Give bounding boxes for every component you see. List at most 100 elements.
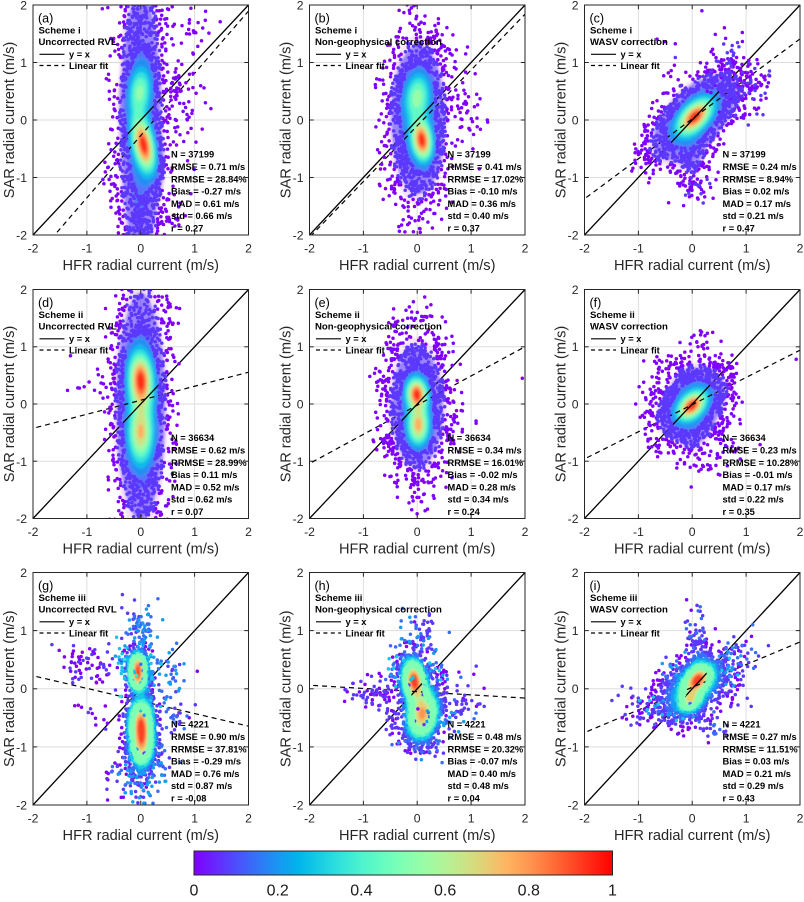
- svg-text:SAR radial current (m/s): SAR radial current (m/s): [554, 611, 570, 768]
- svg-text:RRMSE = 20.32%: RRMSE = 20.32%: [448, 744, 524, 754]
- svg-text:RMSE = 0.48 m/s: RMSE = 0.48 m/s: [448, 732, 522, 742]
- svg-text:HFR radial current (m/s): HFR radial current (m/s): [63, 258, 220, 274]
- svg-text:RRMSE = 8.94%: RRMSE = 8.94%: [723, 174, 794, 184]
- svg-text:(g): (g): [38, 579, 53, 593]
- svg-text:2: 2: [572, 0, 579, 13]
- svg-text:std = 0.40 m/s: std = 0.40 m/s: [448, 211, 509, 221]
- svg-text:HFR radial current (m/s): HFR radial current (m/s): [614, 828, 771, 844]
- svg-text:y = x: y = x: [346, 617, 368, 627]
- svg-text:-1: -1: [633, 812, 644, 826]
- svg-text:std = 0.22 m/s: std = 0.22 m/s: [723, 495, 784, 505]
- svg-text:-1: -1: [81, 525, 92, 539]
- svg-text:MAD = 0.36 m/s: MAD = 0.36 m/s: [448, 199, 516, 209]
- svg-text:Linear fit: Linear fit: [69, 628, 108, 638]
- svg-text:Bias = -0.27 m/s: Bias = -0.27 m/s: [171, 187, 241, 197]
- svg-text:Bias = 0.02 m/s: Bias = 0.02 m/s: [723, 187, 790, 197]
- svg-text:RMSE = 0.24 m/s: RMSE = 0.24 m/s: [723, 162, 797, 172]
- svg-text:y = x: y = x: [621, 617, 643, 627]
- svg-text:1: 1: [297, 340, 304, 354]
- svg-text:1: 1: [297, 624, 304, 638]
- svg-text:Scheme iii: Scheme iii: [39, 593, 86, 604]
- svg-text:2: 2: [20, 566, 27, 580]
- svg-text:RMSE = 0.71 m/s: RMSE = 0.71 m/s: [171, 162, 245, 172]
- svg-text:RRMSE = 28.84%: RRMSE = 28.84%: [171, 174, 247, 184]
- svg-text:Linear fit: Linear fit: [346, 628, 385, 638]
- svg-text:(d): (d): [38, 296, 53, 310]
- svg-text:0: 0: [572, 398, 579, 412]
- svg-text:0: 0: [572, 682, 579, 696]
- svg-text:2: 2: [797, 525, 804, 539]
- svg-text:SAR radial current (m/s): SAR radial current (m/s): [554, 326, 570, 483]
- svg-text:RRMSE = 17.02%: RRMSE = 17.02%: [448, 174, 524, 184]
- svg-text:-2: -2: [293, 799, 304, 813]
- svg-text:Uncorrected RVL: Uncorrected RVL: [39, 37, 117, 48]
- svg-text:Linear fit: Linear fit: [346, 345, 385, 355]
- svg-text:-1: -1: [633, 525, 644, 539]
- svg-text:2: 2: [20, 283, 27, 297]
- svg-text:-1: -1: [358, 525, 369, 539]
- svg-text:-2: -2: [28, 812, 39, 826]
- svg-text:2: 2: [572, 283, 579, 297]
- svg-text:-2: -2: [28, 242, 39, 256]
- svg-text:1: 1: [20, 56, 27, 70]
- svg-text:std = 0.34 m/s: std = 0.34 m/s: [448, 495, 509, 505]
- svg-text:Linear fit: Linear fit: [621, 345, 660, 355]
- svg-text:-2: -2: [568, 512, 579, 526]
- svg-text:(b): (b): [315, 12, 330, 26]
- svg-text:MAD = 0.28 m/s: MAD = 0.28 m/s: [448, 482, 516, 492]
- svg-text:1: 1: [191, 525, 198, 539]
- svg-text:RRMSE = 10.28%: RRMSE = 10.28%: [723, 458, 799, 468]
- svg-text:-2: -2: [568, 229, 579, 243]
- svg-text:Bias = -0.02 m/s: Bias = -0.02 m/s: [448, 470, 518, 480]
- svg-text:std = 0.29 m/s: std = 0.29 m/s: [723, 781, 784, 791]
- svg-text:0: 0: [20, 398, 27, 412]
- svg-text:-1: -1: [568, 740, 579, 754]
- svg-text:2: 2: [245, 812, 252, 826]
- svg-text:0: 0: [20, 114, 27, 128]
- svg-text:2: 2: [522, 242, 529, 256]
- svg-text:-1: -1: [16, 171, 27, 185]
- svg-text:r = 0.47: r = 0.47: [723, 224, 755, 234]
- svg-text:2: 2: [522, 812, 529, 826]
- svg-text:MAD = 0.52 m/s: MAD = 0.52 m/s: [171, 482, 239, 492]
- svg-text:Scheme i: Scheme i: [315, 26, 357, 37]
- svg-text:RMSE = 0.34 m/s: RMSE = 0.34 m/s: [448, 446, 522, 456]
- svg-text:1: 1: [572, 340, 579, 354]
- svg-text:std = 0.21 m/s: std = 0.21 m/s: [723, 211, 784, 221]
- svg-text:-2: -2: [579, 242, 590, 256]
- svg-text:r = 0.04: r = 0.04: [448, 794, 481, 804]
- svg-text:Scheme iii: Scheme iii: [315, 593, 362, 604]
- svg-text:-2: -2: [16, 512, 27, 526]
- svg-text:Scheme iii: Scheme iii: [590, 593, 637, 604]
- svg-text:WASV correction: WASV correction: [590, 605, 668, 616]
- svg-text:Bias = 0.11 m/s: Bias = 0.11 m/s: [171, 470, 237, 480]
- svg-text:-1: -1: [16, 455, 27, 469]
- svg-text:N = 37199: N = 37199: [448, 150, 491, 160]
- svg-text:-2: -2: [28, 525, 39, 539]
- svg-text:r = 0.37: r = 0.37: [448, 224, 480, 234]
- svg-text:-2: -2: [304, 525, 315, 539]
- svg-text:RRMSE = 16.01%: RRMSE = 16.01%: [448, 458, 524, 468]
- svg-text:2: 2: [245, 525, 252, 539]
- svg-text:1: 1: [743, 525, 750, 539]
- svg-text:0: 0: [190, 883, 199, 898]
- svg-text:0: 0: [137, 525, 144, 539]
- svg-text:-2: -2: [16, 799, 27, 813]
- svg-text:-2: -2: [293, 229, 304, 243]
- svg-text:Linear fit: Linear fit: [346, 61, 385, 71]
- svg-text:2: 2: [797, 812, 804, 826]
- svg-text:-1: -1: [293, 740, 304, 754]
- svg-text:RRMSE = 37.81%: RRMSE = 37.81%: [171, 744, 247, 754]
- svg-text:(f): (f): [590, 296, 602, 310]
- svg-text:N = 36634: N = 36634: [171, 433, 215, 443]
- svg-text:Linear fit: Linear fit: [621, 61, 660, 71]
- svg-text:2: 2: [297, 566, 304, 580]
- svg-text:0.8: 0.8: [518, 883, 540, 898]
- svg-text:MAD = 0.76 m/s: MAD = 0.76 m/s: [171, 769, 239, 779]
- svg-text:RRMSE = 11.51%: RRMSE = 11.51%: [723, 744, 799, 754]
- svg-text:RMSE = 0.23 m/s: RMSE = 0.23 m/s: [723, 446, 797, 456]
- svg-text:WASV correction: WASV correction: [590, 37, 668, 48]
- svg-text:SAR radial current (m/s): SAR radial current (m/s): [2, 611, 18, 768]
- svg-text:0: 0: [414, 525, 421, 539]
- svg-text:(a): (a): [38, 12, 53, 26]
